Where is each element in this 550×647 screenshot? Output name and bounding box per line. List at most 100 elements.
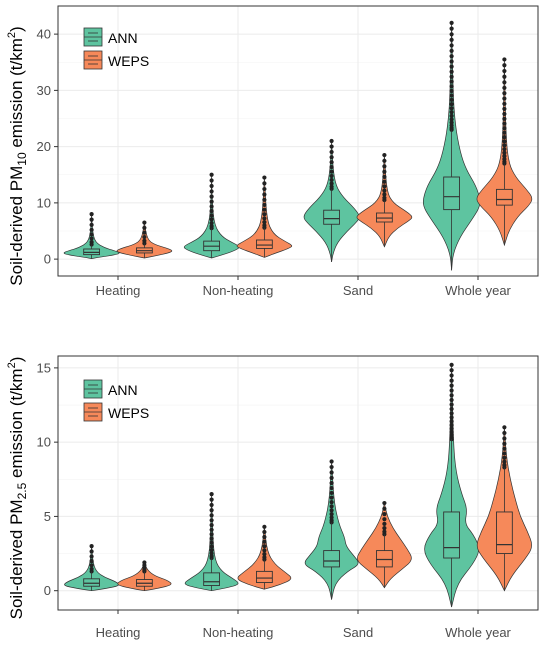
outlier-point	[449, 102, 454, 107]
outlier-point	[449, 378, 454, 383]
outlier-point	[382, 526, 387, 531]
outlier-point	[449, 429, 454, 435]
outlier-point	[209, 518, 214, 523]
outlier-point	[209, 548, 214, 553]
outlier-point	[502, 111, 507, 117]
outlier-point	[209, 189, 214, 194]
outlier-point	[502, 455, 507, 460]
outlier-point	[449, 423, 454, 428]
outlier-point	[449, 26, 454, 31]
outlier-point	[502, 106, 507, 112]
outlier-point	[502, 446, 507, 451]
outlier-point	[382, 174, 387, 179]
outlier-point	[142, 238, 147, 243]
ylabel-mid: emission (t/km	[7, 38, 26, 152]
outlier-point	[329, 508, 334, 513]
outlier-point	[502, 68, 507, 74]
outlier-point	[502, 441, 507, 446]
box-iqr	[83, 578, 100, 587]
outlier-point	[382, 188, 387, 193]
outlier-point	[449, 110, 454, 115]
outlier-point	[382, 152, 387, 158]
box-iqr	[323, 209, 340, 225]
outlier-point	[502, 139, 507, 144]
legend-label-ann: ANN	[108, 30, 138, 46]
outlier-point	[502, 154, 507, 159]
outlier-point	[329, 177, 334, 183]
box-iqr	[256, 570, 273, 583]
legend-label-weps: WEPS	[108, 53, 149, 69]
outlier-point	[329, 500, 334, 505]
outlier-point	[502, 63, 507, 68]
outlier-point	[89, 554, 94, 559]
outlier-point	[329, 490, 334, 496]
outlier-point	[262, 555, 267, 560]
outlier-point	[209, 194, 214, 199]
y-tick-label: 10	[37, 435, 51, 450]
outlier-point	[89, 549, 94, 554]
y-tick-label: 15	[37, 360, 51, 375]
outlier-point	[209, 208, 214, 214]
ylabel-post: )	[7, 357, 26, 363]
outlier-point	[502, 150, 507, 155]
outlier-point	[262, 212, 267, 217]
outlier-point	[449, 32, 454, 37]
outlier-point	[449, 117, 454, 122]
outlier-point	[449, 79, 454, 84]
outlier-point	[209, 204, 214, 209]
outlier-point	[382, 192, 387, 197]
outlier-point	[262, 539, 267, 544]
box-iqr	[203, 572, 220, 586]
outlier-point	[262, 552, 267, 557]
outlier-point	[142, 560, 147, 565]
x-category-label: Sand	[343, 625, 373, 640]
outlier-point	[449, 20, 454, 25]
outlier-point	[209, 497, 214, 502]
outlier-point	[89, 217, 94, 222]
ylabel-sub: 10	[15, 152, 29, 166]
y-tick-label: 20	[37, 139, 51, 154]
legend-pm10: ANN WEPS	[83, 27, 149, 70]
outlier-point	[502, 459, 507, 464]
outlier-point	[449, 43, 454, 48]
box-iqr	[496, 188, 513, 206]
outlier-point	[382, 517, 387, 522]
outlier-point	[449, 69, 454, 74]
outlier-point	[209, 523, 214, 528]
outlier-point	[209, 178, 214, 183]
outlier-point	[449, 48, 454, 53]
outlier-point	[329, 155, 334, 160]
y-tick-label: 10	[37, 195, 51, 210]
outlier-point	[89, 222, 94, 227]
outlier-point	[449, 432, 454, 438]
outlier-point	[329, 475, 334, 480]
outlier-point	[502, 425, 507, 430]
outlier-point	[449, 388, 454, 393]
x-category-label: Non-heating	[203, 283, 274, 298]
outlier-point	[89, 566, 94, 572]
outlier-point	[209, 172, 214, 177]
outlier-point	[209, 536, 214, 541]
outlier-point	[382, 529, 387, 534]
outlier-point	[329, 485, 334, 491]
outlier-point	[382, 184, 387, 189]
outlier-point	[209, 217, 214, 222]
outlier-point	[329, 138, 334, 144]
ylabel-sup: 2	[6, 32, 18, 38]
outlier-point	[262, 524, 267, 529]
outlier-point	[382, 521, 387, 526]
outlier-point	[502, 143, 507, 148]
outlier-point	[142, 220, 147, 225]
outlier-point	[142, 225, 147, 230]
y-tick-label: 40	[37, 27, 51, 42]
outlier-point	[329, 480, 334, 486]
outlier-point	[262, 197, 267, 202]
outlier-point	[449, 362, 454, 368]
outlier-point	[262, 223, 267, 228]
outlier-point	[449, 97, 454, 102]
outlier-point	[449, 93, 454, 98]
box-iqr	[496, 511, 513, 555]
outlier-point	[449, 64, 454, 69]
legend-label-ann: ANN	[108, 382, 138, 398]
